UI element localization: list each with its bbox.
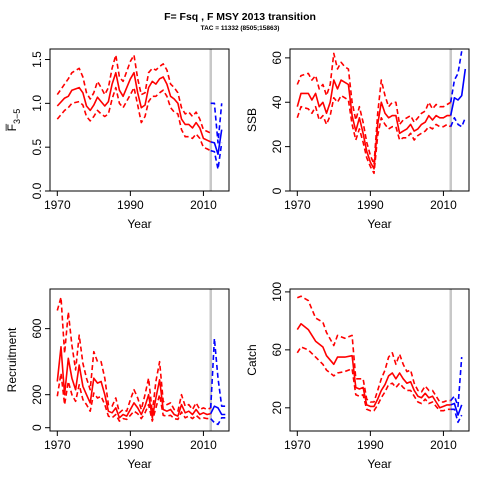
ssb-series-upper: [296, 52, 452, 166]
recruitment-y-tick-label: 200: [30, 384, 44, 404]
fbar-plot-frame: [49, 48, 230, 192]
catch-y-tick-label: 60: [270, 343, 284, 357]
fbar-y-tick-label: 0.5: [30, 139, 44, 156]
ssb-y-tick-label: 0: [270, 187, 284, 194]
catch-x-axis-label: Year: [367, 457, 391, 471]
recruitment-series-projection-median: [209, 405, 226, 416]
fbar-x-axis-label: Year: [127, 217, 151, 231]
fbar-series-projection-upper: [210, 102, 223, 144]
catch-panel: 1970 1990 2010 20 60 100 Year Catch: [245, 282, 470, 471]
fbar-x-tick-label: 1970: [44, 198, 71, 212]
ssb-y-axis-label: SSB: [245, 108, 259, 132]
fbar-series-lower: [56, 86, 212, 152]
fbar-y-tick-label: 1.5: [30, 51, 44, 68]
recruitment-plot-frame: [49, 288, 230, 432]
ssb-series-projection-upper: [449, 51, 463, 103]
recruitment-y-tick-label: 600: [30, 318, 44, 338]
catch-series-projection-lower: [450, 408, 463, 424]
recruitment-x-tick-label: 1970: [44, 438, 71, 452]
fbar-y-tick-label: 1.0: [30, 95, 44, 112]
fbar-x-tick-label: 2010: [190, 198, 217, 212]
fbar-x-tick-label: 1990: [117, 198, 144, 212]
ssb-x-axis-label: Year: [367, 217, 391, 231]
catch-series-projection-upper: [450, 357, 463, 408]
catch-y-axis-label: Catch: [245, 344, 259, 375]
ssb-series-projection-median: [449, 68, 467, 116]
recruitment-y-tick-label: 0: [30, 424, 44, 431]
recruitment-series-upper: [56, 296, 212, 414]
recruitment-x-tick-label: 1990: [117, 438, 144, 452]
recruitment-x-tick-label: 2010: [190, 438, 217, 452]
catch-x-tick-label: 2010: [430, 438, 457, 452]
ssb-plot-frame: [289, 48, 470, 192]
recruitment-y-axis-label: Recruitment: [5, 327, 19, 392]
recruitment-series-projection-lower: [210, 417, 226, 426]
ssb-y-tick-label: 40: [270, 95, 284, 109]
ssb-y-tick-label: 20: [270, 140, 284, 154]
ssb-series-projection-lower: [449, 117, 467, 128]
recruitment-x-axis-label: Year: [127, 457, 151, 471]
recruitment-series-projection-upper: [209, 337, 226, 408]
catch-series-upper: [296, 295, 451, 403]
fbar-series-median: [56, 71, 212, 143]
catch-y-tick-label: 100: [270, 282, 284, 302]
ssb-series-lower: [296, 94, 452, 175]
catch-series-projection-median: [450, 402, 463, 416]
recruitment-series-median: [56, 346, 211, 419]
ssb-y-tick-label: 60: [270, 51, 284, 65]
catch-x-tick-label: 1990: [357, 438, 384, 452]
recruitment-series-lower: [56, 372, 211, 422]
recruitment-panel: 1970 1990 2010 0 200 600 Year Recruitment: [5, 288, 230, 471]
catch-series-lower: [296, 346, 451, 412]
ssb-panel: 1970 1990 2010 0 20 40 60 Year SSB: [245, 48, 470, 231]
fbar-panel: 1970 1990 2010 0.0 0.5 1.0 1.5 Year F̅3−5: [5, 48, 230, 231]
figure-subtitle: TAC = 11332 (8505;15863): [201, 25, 280, 32]
ssb-x-tick-label: 2010: [430, 198, 457, 212]
fbar-series-upper: [56, 54, 212, 134]
catch-y-tick-label: 20: [270, 401, 284, 415]
fbar-y-axis-label: F̅3−5: [5, 109, 22, 132]
catch-series-median: [296, 323, 451, 409]
catch-plot-frame: [289, 288, 470, 432]
fbar-series-projection-lower: [210, 142, 223, 170]
figure-title: F= Fsq , F MSY 2013 transition: [164, 11, 316, 23]
ssb-x-tick-label: 1990: [357, 198, 384, 212]
fbar-series-projection-median: [210, 129, 223, 155]
catch-x-tick-label: 1970: [284, 438, 311, 452]
fbar-y-tick-label: 0.0: [30, 182, 44, 199]
ssb-x-tick-label: 1970: [284, 198, 311, 212]
